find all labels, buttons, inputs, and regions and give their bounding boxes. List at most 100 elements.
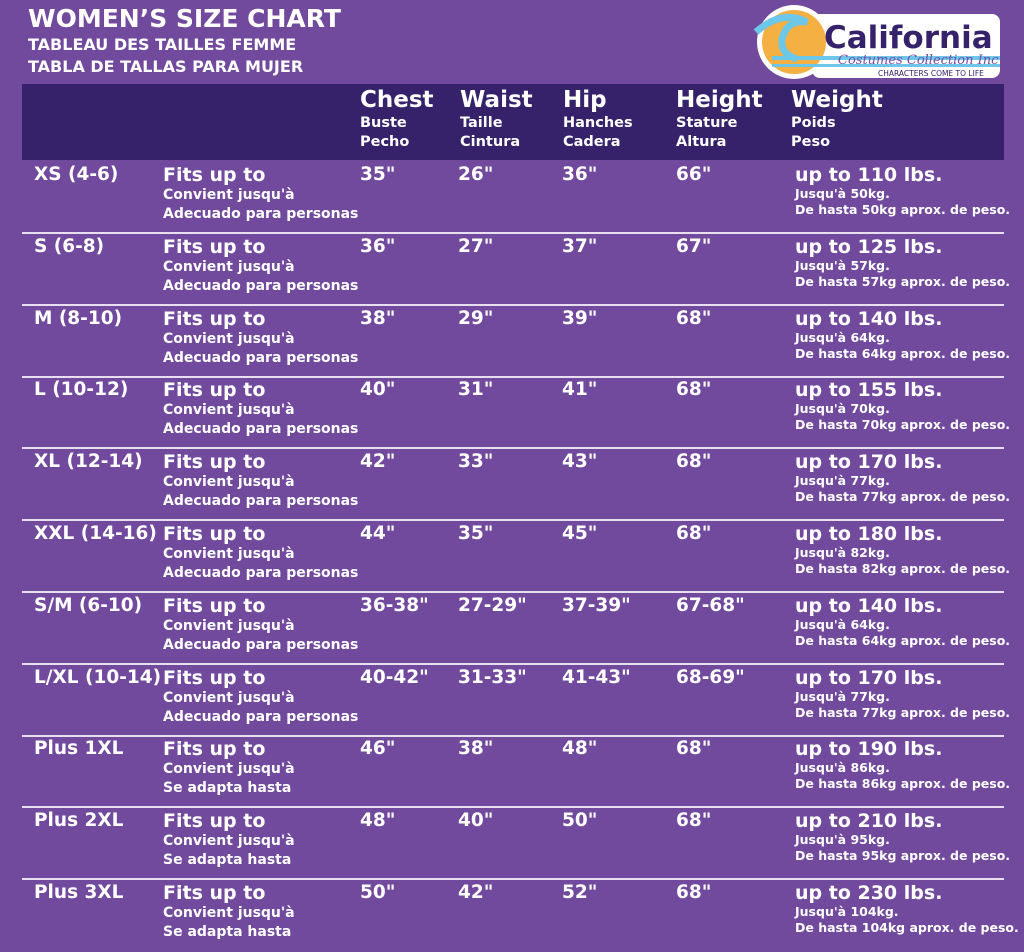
subtitle-es: TABLA DE TALLAS PARA MUJER xyxy=(28,57,304,76)
fit-text: Fits up to Convient jusqu'à Se adapta ha… xyxy=(163,738,295,797)
size-label: M (8-10) xyxy=(34,307,123,329)
table-row: S/M (6-10) Fits up to Convient jusqu'à A… xyxy=(0,593,1024,665)
row-divider xyxy=(22,303,1004,306)
waist-value: 40" xyxy=(458,810,494,832)
chest-value: 40-42" xyxy=(360,666,429,688)
chest-value: 46" xyxy=(360,738,396,760)
row-divider xyxy=(22,447,1004,450)
table-row: Plus 3XL Fits up to Convient jusqu'à Se … xyxy=(0,880,1024,952)
fit-text: Fits up to Convient jusqu'à Adecuado par… xyxy=(163,523,359,581)
row-divider xyxy=(22,232,1004,234)
height-value: 68" xyxy=(676,379,712,401)
hip-value: 50" xyxy=(562,810,598,832)
column-header-height: Height Stature Altura xyxy=(676,87,763,150)
weight-value: up to 170 lbs. Jusqu'à 77kg. De hasta 77… xyxy=(795,666,1011,720)
fit-text: Fits up to Convient jusqu'à Adecuado par… xyxy=(163,164,359,222)
table-row: XS (4-6) Fits up to Convient jusqu'à Ade… xyxy=(0,162,1024,234)
waist-value: 26" xyxy=(458,164,494,185)
svg-text:California: California xyxy=(824,20,993,56)
row-divider xyxy=(22,878,1004,881)
fit-text: Fits up to Convient jusqu'à Adecuado par… xyxy=(163,379,359,438)
size-label: Plus 1XL xyxy=(34,738,124,760)
weight-value: up to 140 lbs. Jusqu'à 64kg. De hasta 64… xyxy=(795,594,1011,648)
column-header-chest: Chest Buste Pecho xyxy=(360,87,434,150)
chest-value: 50" xyxy=(360,882,396,903)
table-row: XL (12-14) Fits up to Convient jusqu'à A… xyxy=(0,449,1024,522)
chest-value: 48" xyxy=(360,810,396,832)
weight-value: up to 110 lbs. Jusqu'à 50kg. De hasta 50… xyxy=(795,164,1011,217)
row-divider xyxy=(22,591,1004,593)
size-label: S/M (6-10) xyxy=(34,594,143,616)
size-label: XS (4-6) xyxy=(34,164,119,185)
row-divider xyxy=(22,662,1004,665)
size-label: XXL (14-16) xyxy=(34,523,157,544)
row-divider xyxy=(22,519,1004,522)
waist-value: 29" xyxy=(458,307,494,329)
weight-value: up to 155 lbs. Jusqu'à 70kg. De hasta 70… xyxy=(795,379,1011,433)
table-row: L (10-12) Fits up to Convient jusqu'à Ad… xyxy=(0,377,1024,450)
chest-value: 35" xyxy=(360,164,396,185)
waist-value: 27-29" xyxy=(458,594,527,616)
height-value: 66" xyxy=(676,164,712,185)
table-row: XXL (14-16) Fits up to Convient jusqu'à … xyxy=(0,521,1024,593)
weight-value: up to 140 lbs. Jusqu'à 64kg. De hasta 64… xyxy=(795,307,1011,361)
table-row: Plus 2XL Fits up to Convient jusqu'à Se … xyxy=(0,808,1024,881)
fit-text: Fits up to Convient jusqu'à Adecuado par… xyxy=(163,307,359,366)
chest-value: 40" xyxy=(360,379,396,401)
weight-value: up to 125 lbs. Jusqu'à 57kg. De hasta 57… xyxy=(795,235,1011,289)
hip-value: 41-43" xyxy=(562,666,631,688)
waist-value: 35" xyxy=(458,523,494,544)
hip-value: 36" xyxy=(562,164,598,185)
page-title: WOMEN’S SIZE CHART xyxy=(28,4,341,33)
fit-text: Fits up to Convient jusqu'à Adecuado par… xyxy=(163,235,359,294)
fit-text: Fits up to Convient jusqu'à Adecuado par… xyxy=(163,666,359,725)
height-value: 67-68" xyxy=(676,594,745,616)
waist-value: 38" xyxy=(458,738,494,760)
fit-text: Fits up to Convient jusqu'à Adecuado par… xyxy=(163,594,359,653)
row-divider xyxy=(22,375,1004,378)
weight-value: up to 230 lbs. Jusqu'à 104kg. De hasta 1… xyxy=(795,882,1019,935)
size-label: Plus 2XL xyxy=(34,810,124,832)
fit-text: Fits up to Convient jusqu'à Se adapta ha… xyxy=(163,810,295,869)
size-label: XL (12-14) xyxy=(34,451,143,473)
header-band xyxy=(22,84,1004,160)
california-costumes-logo: California Costumes Collection Inc CHARA… xyxy=(753,5,1000,79)
weight-value: up to 170 lbs. Jusqu'à 77kg. De hasta 77… xyxy=(795,451,1011,505)
table-row: Plus 1XL Fits up to Convient jusqu'à Se … xyxy=(0,736,1024,809)
hip-value: 45" xyxy=(562,523,598,544)
waist-value: 42" xyxy=(458,882,494,903)
chest-value: 36-38" xyxy=(360,594,429,616)
row-divider xyxy=(22,806,1004,809)
hip-value: 48" xyxy=(562,738,598,760)
height-value: 68" xyxy=(676,738,712,760)
chest-value: 38" xyxy=(360,307,396,329)
weight-value: up to 210 lbs. Jusqu'à 95kg. De hasta 95… xyxy=(795,810,1011,864)
hip-value: 37-39" xyxy=(562,594,631,616)
hip-value: 43" xyxy=(562,451,598,473)
fit-text: Fits up to Convient jusqu'à Se adapta ha… xyxy=(163,882,295,940)
waist-value: 27" xyxy=(458,235,494,257)
size-label: S (6-8) xyxy=(34,235,105,257)
hip-value: 37" xyxy=(562,235,598,257)
table-row: M (8-10) Fits up to Convient jusqu'à Ade… xyxy=(0,306,1024,378)
svg-text:Costumes Collection Inc: Costumes Collection Inc xyxy=(838,53,999,68)
weight-value: up to 190 lbs. Jusqu'à 86kg. De hasta 86… xyxy=(795,738,1011,792)
size-label: Plus 3XL xyxy=(34,882,124,903)
chest-value: 42" xyxy=(360,451,396,473)
waist-value: 31" xyxy=(458,379,494,401)
column-header-waist: Waist Taille Cintura xyxy=(460,87,533,150)
hip-value: 52" xyxy=(562,882,598,903)
height-value: 68" xyxy=(676,523,712,544)
weight-value: up to 180 lbs. Jusqu'à 82kg. De hasta 82… xyxy=(795,523,1011,576)
height-value: 67" xyxy=(676,235,712,257)
height-value: 68" xyxy=(676,882,712,903)
height-value: 68" xyxy=(676,307,712,329)
hip-value: 41" xyxy=(562,379,598,401)
column-header-hip: Hip Hanches Cadera xyxy=(563,87,633,150)
svg-text:CHARACTERS COME TO LIFE: CHARACTERS COME TO LIFE xyxy=(878,69,984,78)
hip-value: 39" xyxy=(562,307,598,329)
height-value: 68" xyxy=(676,810,712,832)
column-header-weight: Weight Poids Peso xyxy=(791,87,883,150)
subtitle-fr: TABLEAU DES TAILLES FEMME xyxy=(28,35,297,54)
height-value: 68-69" xyxy=(676,666,745,688)
